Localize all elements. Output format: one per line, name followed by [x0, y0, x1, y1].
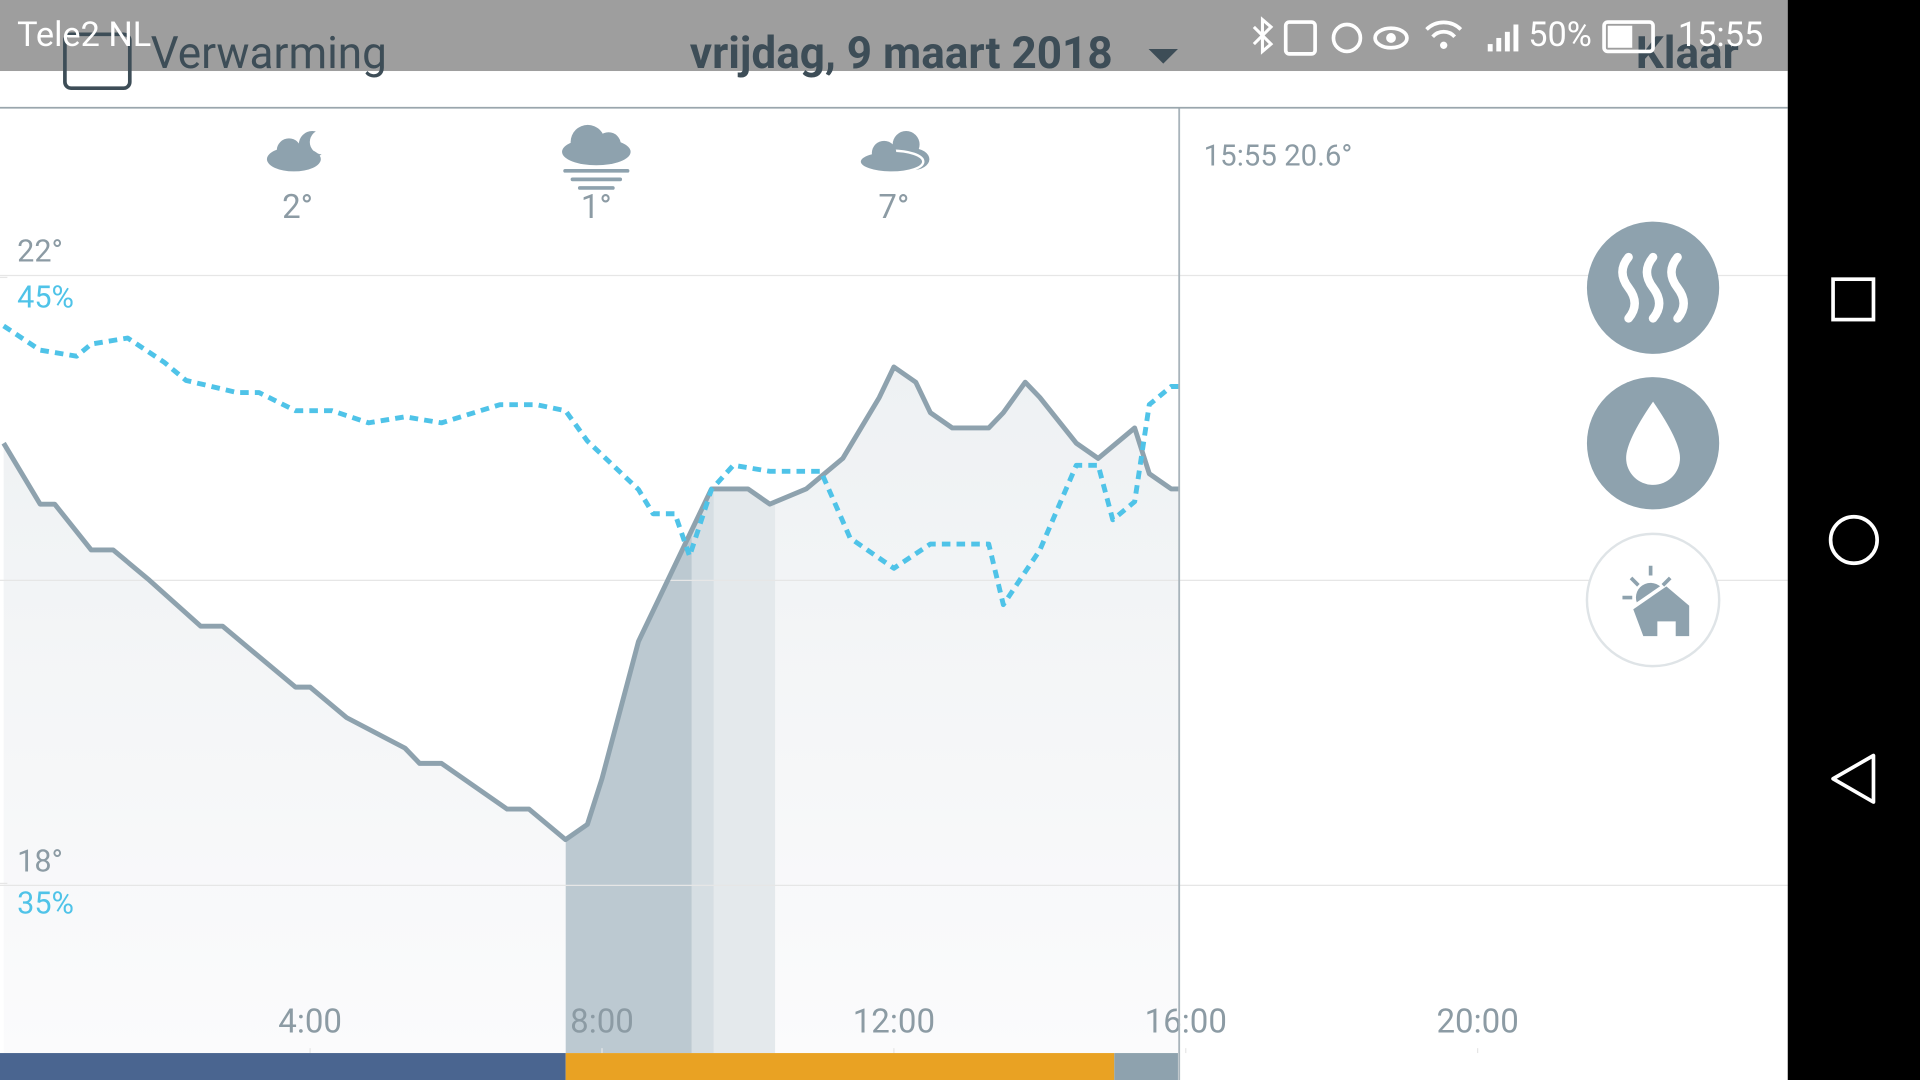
- schedule-bar: [0, 1053, 566, 1080]
- x-tick-label: 4:00: [278, 1002, 342, 1041]
- schedule-bar: [1114, 1053, 1178, 1080]
- weather-icon: [562, 124, 631, 190]
- battery-fill: [1607, 25, 1633, 48]
- weather-temp: 7°: [878, 188, 909, 227]
- header-title: Verwarming: [151, 27, 387, 79]
- now-label: 15:55 20.6°: [1204, 140, 1353, 174]
- status-icons: [1252, 16, 1519, 56]
- battery-level: 50%: [1528, 15, 1592, 55]
- y-tick-label: 18°: [17, 844, 63, 879]
- weather-temp: 2°: [282, 188, 313, 227]
- y2-tick-label: 35%: [17, 887, 74, 922]
- temperature-line: [1, 364, 1179, 843]
- y2-tick-label: 45%: [17, 281, 74, 316]
- weather-icon: [266, 129, 335, 172]
- y-tick-label: 22°: [17, 235, 63, 270]
- battery-icon: [1602, 20, 1655, 54]
- x-tick-label: 12:00: [853, 1002, 935, 1041]
- recents-button[interactable]: [1831, 277, 1876, 322]
- x-tick-label: 20:00: [1436, 1002, 1518, 1041]
- temperature-area: [3, 366, 1179, 1054]
- plot: 22° 18° 45% 35% 4:00 8:00 12:00 16:00 20:00: [0, 235, 1788, 1054]
- mode-button[interactable]: [1586, 221, 1720, 354]
- date-picker[interactable]: vrijdag, 9 maart 2018: [690, 27, 1113, 79]
- x-tick-label: 16:00: [1145, 1002, 1227, 1041]
- weather-temp: 1°: [581, 188, 612, 227]
- home-button[interactable]: [1828, 514, 1879, 566]
- humidity-button[interactable]: [1586, 377, 1720, 510]
- status-bar: [0, 0, 1788, 72]
- weather-icon: [858, 131, 930, 174]
- heating-off: [691, 366, 714, 1054]
- humidity-line: [2, 323, 1179, 608]
- header-bg: [0, 71, 1788, 108]
- schedule-bar: [565, 1053, 1115, 1080]
- outdoor-button[interactable]: [1585, 532, 1721, 668]
- back-button[interactable]: [1831, 753, 1876, 804]
- clock: 15:55: [1678, 15, 1763, 55]
- x-tick-label: 8:00: [570, 1002, 634, 1041]
- dropdown-arrow[interactable]: [1148, 48, 1178, 64]
- thermostat-icon: [63, 32, 132, 90]
- carrier: Tele2 NL: [17, 15, 151, 55]
- nav-bar: [1787, 0, 1920, 1080]
